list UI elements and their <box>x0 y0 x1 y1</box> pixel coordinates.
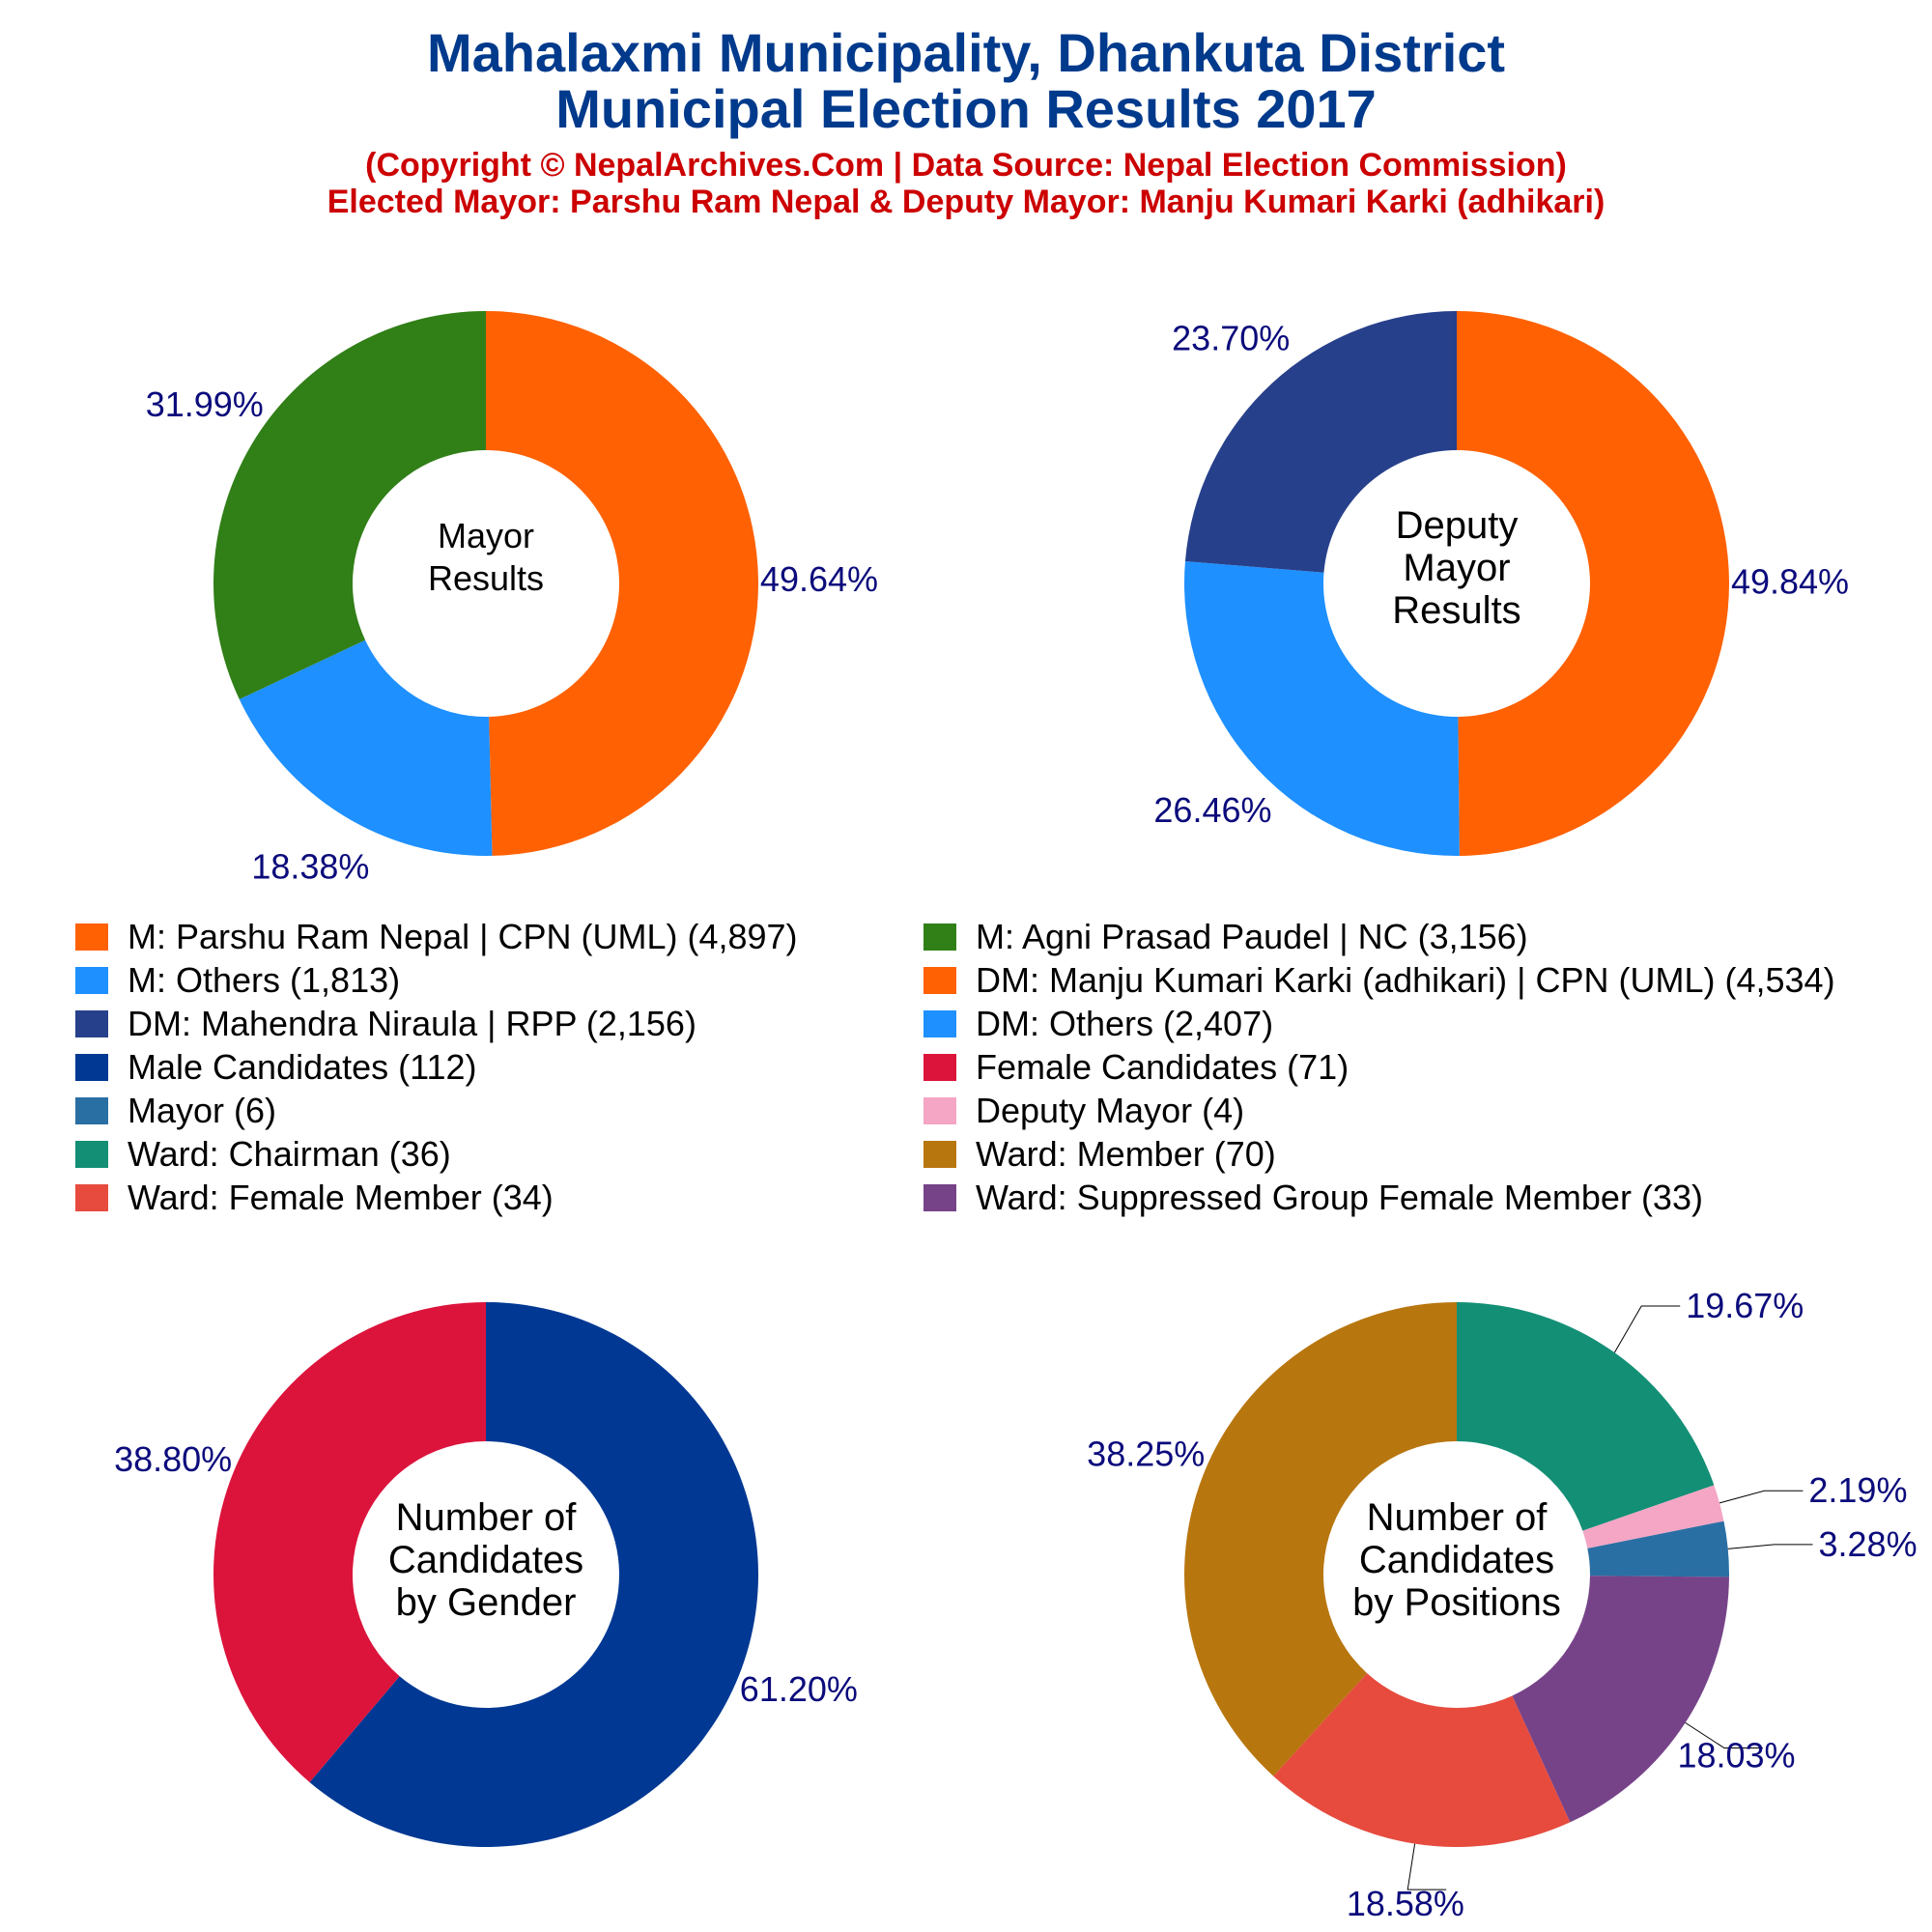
legend-label: M: Others (1,813) <box>128 960 401 1000</box>
legend-item: Female Candidates (71) <box>923 1046 1349 1089</box>
donut-slice <box>486 311 758 856</box>
donut-center-label: Results <box>1392 589 1520 632</box>
donut-center-label: Deputy <box>1396 504 1519 547</box>
donut-slice <box>1273 1673 1571 1848</box>
legend-item: Deputy Mayor (4) <box>923 1090 1244 1132</box>
donut-slice <box>1184 560 1460 856</box>
legend-item: DM: Mahendra Niraula | RPP (2,156) <box>75 1003 696 1045</box>
donut-slice <box>1512 1576 1729 1823</box>
legend-item: DM: Manju Kumari Karki (adhikari) | CPN … <box>923 959 1835 1002</box>
legend-label: Ward: Member (70) <box>976 1134 1276 1174</box>
legend-swatch <box>75 1141 108 1168</box>
chart-subtitle-elected: Elected Mayor: Parshu Ram Nepal & Deputy… <box>327 184 1605 220</box>
chart-title-line-2: Municipal Election Results 2017 <box>555 78 1377 139</box>
legend-swatch <box>923 1054 956 1081</box>
legend-item: DM: Others (2,407) <box>923 1003 1273 1045</box>
donut-slice <box>1457 311 1729 856</box>
slice-percent-label: 61.20% <box>740 1669 858 1709</box>
legend-swatch <box>75 1054 108 1081</box>
donut-center-label: Mayor <box>1403 547 1510 589</box>
legend-swatch <box>923 1184 956 1211</box>
donut-center-label: by Gender <box>396 1581 577 1624</box>
legend-label: Ward: Suppressed Group Female Member (33… <box>976 1178 1703 1217</box>
slice-percent-label: 2.19% <box>1808 1470 1907 1510</box>
legend-swatch <box>75 967 108 994</box>
donut-center-label: Candidates <box>388 1539 583 1581</box>
legend-label: M: Parshu Ram Nepal | CPN (UML) (4,897) <box>128 917 798 956</box>
label-leader-line <box>1727 1544 1813 1549</box>
donut-center-label: Number of <box>396 1496 578 1539</box>
legend-item: Male Candidates (112) <box>75 1046 477 1089</box>
label-leader-line <box>1613 1305 1681 1353</box>
donut-slice <box>1184 311 1457 573</box>
slice-percent-label: 38.25% <box>1087 1435 1205 1474</box>
legend-item: Ward: Chairman (36) <box>75 1133 451 1176</box>
slice-percent-label: 38.80% <box>114 1439 232 1479</box>
legend-label: Male Candidates (112) <box>128 1047 477 1087</box>
legend-item: Ward: Member (70) <box>923 1133 1276 1176</box>
donut-slice <box>1184 1302 1457 1776</box>
legend-swatch <box>75 1097 108 1124</box>
legend-swatch <box>75 1010 108 1037</box>
chart-subtitle-copyright: (Copyright © NepalArchives.Com | Data So… <box>365 147 1567 184</box>
slice-percent-label: 26.46% <box>1153 790 1271 830</box>
legend-item: M: Parshu Ram Nepal | CPN (UML) (4,897) <box>75 916 798 958</box>
donut-slice <box>309 1302 759 1848</box>
legend-swatch <box>923 1010 956 1037</box>
donut-center-label: Candidates <box>1359 1539 1554 1581</box>
legend-item: M: Agni Prasad Paudel | NC (3,156) <box>923 916 1528 958</box>
legend-item: M: Others (1,813) <box>75 959 400 1002</box>
slice-percent-label: 49.84% <box>1731 561 1849 601</box>
legend-item: Mayor (6) <box>75 1090 276 1132</box>
legend-item: Ward: Female Member (34) <box>75 1177 554 1219</box>
legend-label: Mayor (6) <box>128 1091 277 1130</box>
slice-percent-label: 49.64% <box>760 559 878 599</box>
label-leader-line <box>1406 1843 1447 1890</box>
legend-swatch <box>923 1097 956 1124</box>
donut-slice <box>239 639 493 856</box>
donut-center-label: Number of <box>1367 1496 1548 1539</box>
donut-slice <box>213 1302 486 1782</box>
donut-slice <box>1582 1485 1724 1548</box>
donut-slice <box>1587 1520 1729 1577</box>
legend-swatch <box>75 1184 108 1211</box>
donut-slice <box>213 311 487 699</box>
legend-swatch <box>923 1141 956 1168</box>
legend-label: Ward: Female Member (34) <box>128 1178 554 1217</box>
legend-item: Ward: Suppressed Group Female Member (33… <box>923 1177 1703 1219</box>
legend-label: M: Agni Prasad Paudel | NC (3,156) <box>976 917 1528 956</box>
slice-percent-label: 18.03% <box>1677 1736 1795 1776</box>
legend-label: DM: Mahendra Niraula | RPP (2,156) <box>128 1004 696 1043</box>
legend-label: Ward: Chairman (36) <box>128 1134 451 1174</box>
donut-center-label: Mayor <box>438 516 534 555</box>
label-leader-line <box>1685 1721 1763 1748</box>
donut-slice <box>1457 1302 1715 1531</box>
label-leader-line <box>1719 1490 1804 1504</box>
slice-percent-label: 31.99% <box>146 384 264 424</box>
slice-percent-label: 3.28% <box>1819 1524 1918 1564</box>
slice-percent-label: 18.38% <box>251 846 369 886</box>
slice-percent-label: 23.70% <box>1172 318 1290 357</box>
chart-title-line-1: Mahalaxmi Municipality, Dhankuta Distric… <box>426 22 1506 83</box>
slice-percent-label: 19.67% <box>1686 1286 1804 1325</box>
legend-swatch <box>75 923 108 951</box>
slice-percent-label: 18.58% <box>1347 1884 1464 1923</box>
donut-center-label: by Positions <box>1352 1581 1561 1624</box>
legend-label: DM: Manju Kumari Karki (adhikari) | CPN … <box>976 960 1835 1000</box>
legend-label: Female Candidates (71) <box>976 1047 1350 1087</box>
legend-label: DM: Others (2,407) <box>976 1004 1274 1043</box>
legend-swatch <box>923 923 956 951</box>
legend-label: Deputy Mayor (4) <box>976 1091 1245 1130</box>
legend-swatch <box>923 967 956 994</box>
donut-center-label: Results <box>428 558 544 598</box>
